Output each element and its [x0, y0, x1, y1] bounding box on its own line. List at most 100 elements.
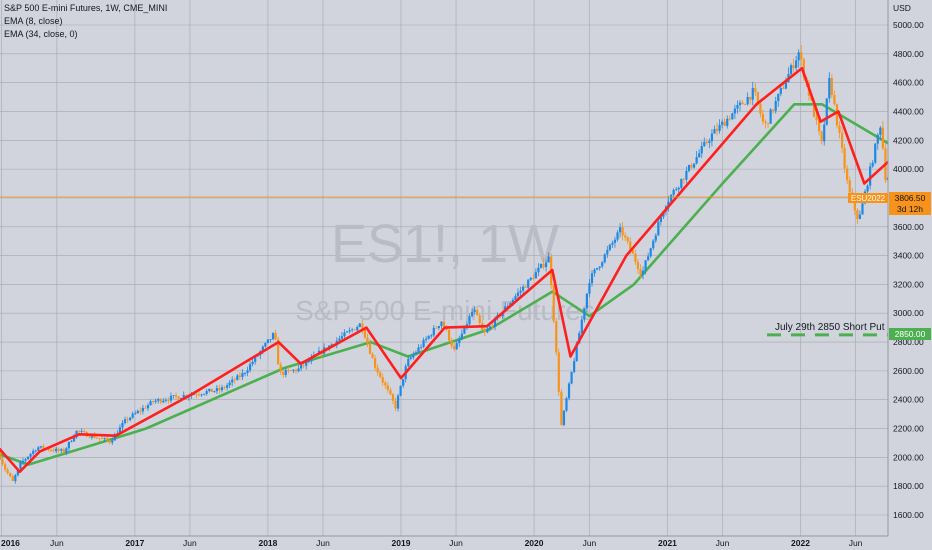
candle[interactable] — [271, 332, 275, 341]
candle[interactable] — [123, 416, 127, 425]
candle[interactable] — [624, 232, 627, 241]
candle[interactable] — [524, 285, 527, 288]
candle[interactable] — [779, 84, 782, 97]
candle[interactable] — [220, 384, 224, 393]
candle[interactable] — [608, 243, 611, 252]
candle[interactable] — [266, 339, 270, 344]
candle[interactable] — [269, 339, 272, 343]
horizontal-lines[interactable] — [0, 196, 888, 337]
candle[interactable] — [243, 372, 247, 377]
candle[interactable] — [455, 340, 458, 350]
candle[interactable] — [777, 93, 780, 107]
candle[interactable] — [366, 333, 369, 348]
candle[interactable] — [407, 355, 410, 368]
candle[interactable] — [0, 448, 2, 461]
legend-symbol[interactable]: S&P 500 E-mini Futures, 1W, CME_MINI — [4, 3, 168, 13]
candle[interactable] — [417, 344, 420, 354]
candle[interactable] — [695, 150, 698, 165]
candle[interactable] — [634, 249, 637, 265]
candle[interactable] — [652, 238, 655, 251]
candle[interactable] — [284, 367, 287, 378]
candle[interactable] — [800, 45, 803, 66]
candle[interactable] — [626, 236, 629, 245]
candle[interactable] — [869, 162, 872, 190]
candle[interactable] — [55, 446, 58, 454]
candle[interactable] — [866, 184, 869, 195]
candle[interactable] — [29, 452, 32, 460]
candle[interactable] — [231, 376, 234, 387]
candle[interactable] — [736, 100, 739, 114]
candle[interactable] — [718, 119, 721, 134]
candle[interactable] — [529, 276, 532, 282]
candle[interactable] — [409, 355, 412, 361]
candle[interactable] — [381, 373, 384, 387]
candle[interactable] — [687, 164, 691, 173]
candle[interactable] — [223, 385, 226, 390]
candle[interactable] — [721, 119, 724, 129]
annotation-price-tag[interactable]: 2850.00 — [889, 328, 931, 340]
candle[interactable] — [603, 253, 606, 264]
candle[interactable] — [728, 115, 731, 121]
candle[interactable] — [657, 217, 660, 236]
candle[interactable] — [744, 103, 747, 105]
candle[interactable] — [251, 358, 254, 367]
candle[interactable] — [672, 188, 675, 198]
candle[interactable] — [108, 439, 111, 445]
candle[interactable] — [527, 279, 530, 289]
candle[interactable] — [598, 266, 601, 271]
candle[interactable] — [126, 416, 129, 424]
candle[interactable] — [19, 460, 22, 471]
candle[interactable] — [149, 399, 152, 406]
candle[interactable] — [795, 55, 798, 71]
candle[interactable] — [14, 473, 17, 484]
candle[interactable] — [282, 370, 285, 378]
candle[interactable] — [159, 397, 162, 405]
candle[interactable] — [39, 445, 42, 449]
candle[interactable] — [32, 448, 35, 457]
candle[interactable] — [386, 382, 389, 393]
candle[interactable] — [294, 369, 298, 374]
candle[interactable] — [376, 364, 379, 376]
candle[interactable] — [432, 325, 435, 338]
candle[interactable] — [440, 321, 443, 329]
candle[interactable] — [703, 137, 706, 147]
candle[interactable] — [881, 121, 884, 151]
candle[interactable] — [287, 367, 290, 374]
candle[interactable] — [532, 274, 535, 281]
candle[interactable] — [394, 397, 397, 412]
candle[interactable] — [555, 317, 558, 356]
candle[interactable] — [167, 397, 170, 404]
candle[interactable] — [713, 125, 716, 134]
candle[interactable] — [136, 409, 139, 414]
candle[interactable] — [213, 390, 216, 393]
candle[interactable] — [34, 449, 37, 453]
candle[interactable] — [233, 377, 236, 384]
candle[interactable] — [590, 270, 594, 287]
candle[interactable] — [103, 437, 106, 442]
candle[interactable] — [402, 379, 405, 388]
candle[interactable] — [414, 350, 418, 356]
candle[interactable] — [427, 335, 430, 340]
candle[interactable] — [613, 236, 617, 248]
candle[interactable] — [448, 329, 451, 343]
candle[interactable] — [491, 322, 494, 330]
candle[interactable] — [218, 384, 221, 394]
candle[interactable] — [705, 139, 708, 145]
candle[interactable] — [422, 337, 425, 349]
candle[interactable] — [26, 456, 30, 460]
candle[interactable] — [24, 458, 27, 464]
candle[interactable] — [580, 315, 583, 336]
candle[interactable] — [708, 138, 711, 149]
candle[interactable] — [846, 165, 849, 185]
annotation-label[interactable]: July 29th 2850 Short Put — [775, 322, 885, 333]
candle[interactable] — [570, 371, 573, 385]
candle[interactable] — [749, 96, 752, 105]
candle[interactable] — [453, 342, 456, 352]
candle[interactable] — [774, 96, 777, 114]
candle[interactable] — [565, 396, 568, 413]
candle[interactable] — [616, 230, 619, 242]
candle[interactable] — [618, 223, 622, 238]
candle[interactable] — [141, 404, 144, 415]
candle[interactable] — [412, 351, 415, 360]
candle[interactable] — [389, 387, 392, 396]
